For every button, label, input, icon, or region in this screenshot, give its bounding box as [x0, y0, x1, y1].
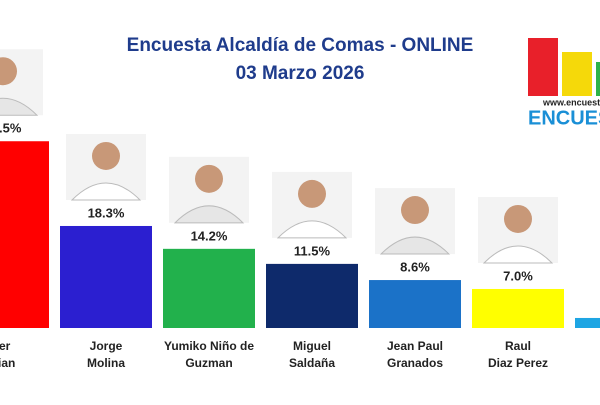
- x-tick-label: pian: [0, 356, 15, 370]
- photo-body: [276, 220, 348, 239]
- value-label: 33.5%: [0, 121, 22, 136]
- logo-block: [562, 52, 592, 96]
- x-tick-label: Miguel: [293, 339, 331, 353]
- photo-head: [401, 196, 429, 225]
- photo-body: [482, 245, 554, 264]
- logo-url: www.encuest: [542, 97, 600, 107]
- x-tick-label: Saldaña: [289, 356, 335, 370]
- photo-head: [298, 179, 326, 208]
- bar: [60, 225, 152, 328]
- value-label: 11.5%: [294, 243, 331, 258]
- x-tick-label: Molina: [87, 356, 125, 370]
- logo: www.encuest ENCUES: [528, 38, 600, 129]
- bar: [266, 263, 358, 328]
- bar: [163, 248, 255, 328]
- photo-body: [0, 97, 39, 116]
- chart-subtitle: 03 Marzo 2026: [236, 63, 365, 84]
- photo-head: [195, 164, 223, 193]
- x-tick-label: Yumiko Niño de: [164, 339, 254, 353]
- photo-head: [504, 204, 532, 233]
- logo-block: [528, 38, 558, 96]
- value-label: 14.2%: [191, 228, 228, 243]
- chart-title: Encuesta Alcaldía de Comas - ONLINE: [127, 35, 474, 56]
- bar: [0, 141, 49, 328]
- x-tick-label: Granados: [387, 356, 443, 370]
- x-tick-label: Guzman: [185, 356, 232, 370]
- bar: [472, 288, 564, 328]
- bar: [369, 280, 461, 328]
- photo-body: [379, 236, 451, 255]
- photo-body: [70, 182, 142, 201]
- bar: [575, 317, 600, 328]
- photo-head: [0, 57, 17, 86]
- x-tick-label: Jean Paul: [387, 339, 443, 353]
- logo-text: ENCUES: [528, 107, 600, 129]
- photo-head: [92, 141, 120, 170]
- x-tick-label: Jorge: [90, 339, 123, 353]
- logo-block: [596, 62, 600, 96]
- value-label: 7.0%: [503, 268, 533, 283]
- x-tick-label: Raul: [505, 339, 531, 353]
- photo-body: [173, 205, 245, 224]
- x-tick-label: ier: [0, 339, 11, 353]
- x-tick-label: Diaz Perez: [488, 356, 548, 370]
- value-label: 18.3%: [88, 205, 125, 220]
- value-label: 8.6%: [400, 259, 430, 274]
